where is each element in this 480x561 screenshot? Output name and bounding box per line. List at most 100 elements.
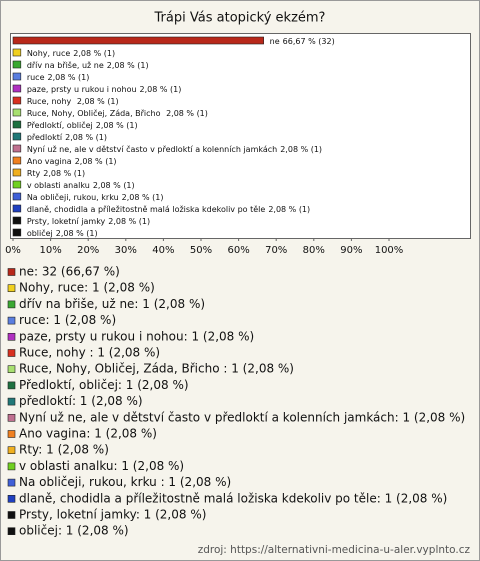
bar-value-label: 2,08 % (1) <box>107 61 149 70</box>
bar-category: ruce <box>27 73 45 82</box>
legend-swatch <box>7 349 16 357</box>
bar <box>12 156 22 165</box>
bar <box>12 60 22 69</box>
bar-value-label: 2,08 % (1) <box>77 97 119 106</box>
legend-label: dlaně, chodidla a příležitostně malá lož… <box>19 491 447 505</box>
bar-label: Ruce, Nohy, Obličej, Záda, Břicho 2,08 %… <box>27 108 208 118</box>
bar <box>12 108 22 117</box>
legend-label: ne: 32 (66,67 %) <box>19 265 120 279</box>
x-tick-label: 40% <box>152 245 174 256</box>
legend-swatch <box>7 381 16 390</box>
legend-swatch <box>7 462 16 471</box>
bar <box>12 72 22 81</box>
bar-value-label: 2,08 % (1) <box>93 181 135 190</box>
bar-label: ne 66,67 % (32) <box>270 37 335 46</box>
bar-label: v oblasti analku 2,08 % (1) <box>27 181 135 190</box>
bar <box>12 144 22 153</box>
bar-category: Nyní už ne, ale v dětství často v předlo… <box>27 144 277 154</box>
bar-value-label: 2,08 % (1) <box>75 157 117 166</box>
bar-value-label: 2,08 % (1) <box>96 121 138 130</box>
bar <box>12 48 22 57</box>
bar-label: dřív na břiše, už ne 2,08 % (1) <box>27 60 149 70</box>
bar <box>12 132 22 141</box>
bar <box>12 96 22 105</box>
bar <box>12 204 22 213</box>
legend-swatch <box>7 300 16 309</box>
bar-label: Rty 2,08 % (1) <box>27 169 85 178</box>
chart-title: Trápi Vás atopický ekzém? <box>154 11 326 26</box>
legend-label: předloktí: 1 (2,08 %) <box>19 394 143 408</box>
bar-category: obličej <box>27 228 53 238</box>
bar-label: Nyní už ne, ale v dětství často v předlo… <box>27 144 322 154</box>
bar-value-label: 2,08 % (1) <box>140 85 182 94</box>
bar-label: obličej 2,08 % (1) <box>27 228 98 238</box>
legend-label: obličej: 1 (2,08 %) <box>19 524 129 538</box>
legend-swatch <box>7 284 16 293</box>
legend-swatch <box>7 316 16 325</box>
bar <box>12 36 264 45</box>
bar-label: Nohy, ruce 2,08 % (1) <box>27 49 115 58</box>
legend-label: Prsty, loketní jamky: 1 (2,08 %) <box>19 508 206 522</box>
bar-value-label: 2,08 % (1) <box>65 133 107 142</box>
bar-category: dřív na břiše, už ne <box>27 60 104 70</box>
bar <box>12 192 22 201</box>
bar-label: Na obličeji, rukou, krku 2,08 % (1) <box>27 192 164 202</box>
x-tick-label: 30% <box>115 245 137 256</box>
x-tick-label: 60% <box>227 245 249 256</box>
bar-value-label: 2,08 % (1) <box>268 205 310 214</box>
bar-value-label: 2,08 % (1) <box>280 145 322 154</box>
legend-swatch <box>7 268 16 276</box>
bar-category: Rty <box>27 169 41 178</box>
plot-frame <box>10 33 471 239</box>
bar-category: v oblasti analku <box>27 181 90 190</box>
legend-swatch <box>7 430 16 438</box>
legend-swatch <box>7 446 16 455</box>
x-tick-label: 0% <box>5 245 21 256</box>
legend-label: Ruce, Nohy, Obličej, Záda, Břicho : 1 (2… <box>19 362 294 376</box>
x-tick-label: 50% <box>190 245 212 256</box>
bar-value-label: 2,08 % (1) <box>56 229 98 238</box>
bar-label: předloktí 2,08 % (1) <box>27 133 107 142</box>
legend-label: Ruce, nohy : 1 (2,08 %) <box>19 346 160 360</box>
legend-swatch <box>7 365 16 374</box>
bar-category: ne <box>270 37 280 46</box>
x-tick-label: 10% <box>39 245 61 256</box>
bar <box>12 168 22 177</box>
legend-label: Nyní už ne, ale v dětství často v předlo… <box>19 410 465 424</box>
legend-label: dřív na břiše, už ne: 1 (2,08 %) <box>19 297 205 311</box>
bar-label: ruce 2,08 % (1) <box>27 73 90 82</box>
legend-label: v oblasti analku: 1 (2,08 %) <box>19 459 184 473</box>
bar-value-label: 2,08 % (1) <box>73 49 115 58</box>
bar-category: Předloktí, obličej <box>27 120 93 130</box>
bar <box>12 84 22 93</box>
bar <box>12 216 22 225</box>
bar-value-label: 2,08 % (1) <box>43 169 85 178</box>
bar-category: Nohy, ruce <box>27 49 71 58</box>
bar-category: Ruce, nohy <box>27 97 74 106</box>
x-tick-label: 80% <box>303 245 325 256</box>
legend-label: Na obličeji, rukou, krku : 1 (2,08 %) <box>19 475 231 489</box>
legend-swatch <box>7 413 16 422</box>
x-tick-label: 20% <box>77 245 99 256</box>
legend-swatch <box>7 397 16 406</box>
bar-value-label: 2,08 % (1) <box>48 73 90 82</box>
bar-category: Na obličeji, rukou, krku <box>27 192 119 202</box>
legend-label: Nohy, ruce: 1 (2,08 %) <box>19 281 155 295</box>
bar-value-label: 2,08 % (1) <box>108 217 150 226</box>
bar-category: Prsty, loketní jamky <box>27 217 106 226</box>
legend-swatch <box>7 494 16 503</box>
bar-value-label: 2,08 % (1) <box>122 193 164 202</box>
legend-label: Předloktí, obličej: 1 (2,08 %) <box>19 378 189 392</box>
legend-label: ruce: 1 (2,08 %) <box>19 313 116 327</box>
legend-swatch <box>7 511 16 519</box>
bar-label: Předloktí, obličej 2,08 % (1) <box>27 120 138 130</box>
bar-category: předloktí <box>27 133 63 142</box>
bar-category: paze, prsty u rukou i nohou <box>27 85 137 94</box>
bar-label: paze, prsty u rukou i nohou 2,08 % (1) <box>27 85 182 94</box>
source: zdroj: https://alternativni-medicina-u-a… <box>198 544 471 556</box>
legend-label: paze, prsty u rukou i nohou: 1 (2,08 %) <box>19 329 254 343</box>
bar-label: Ano vagina 2,08 % (1) <box>27 157 117 166</box>
bar-label: Ruce, nohy 2,08 % (1) <box>27 97 119 106</box>
